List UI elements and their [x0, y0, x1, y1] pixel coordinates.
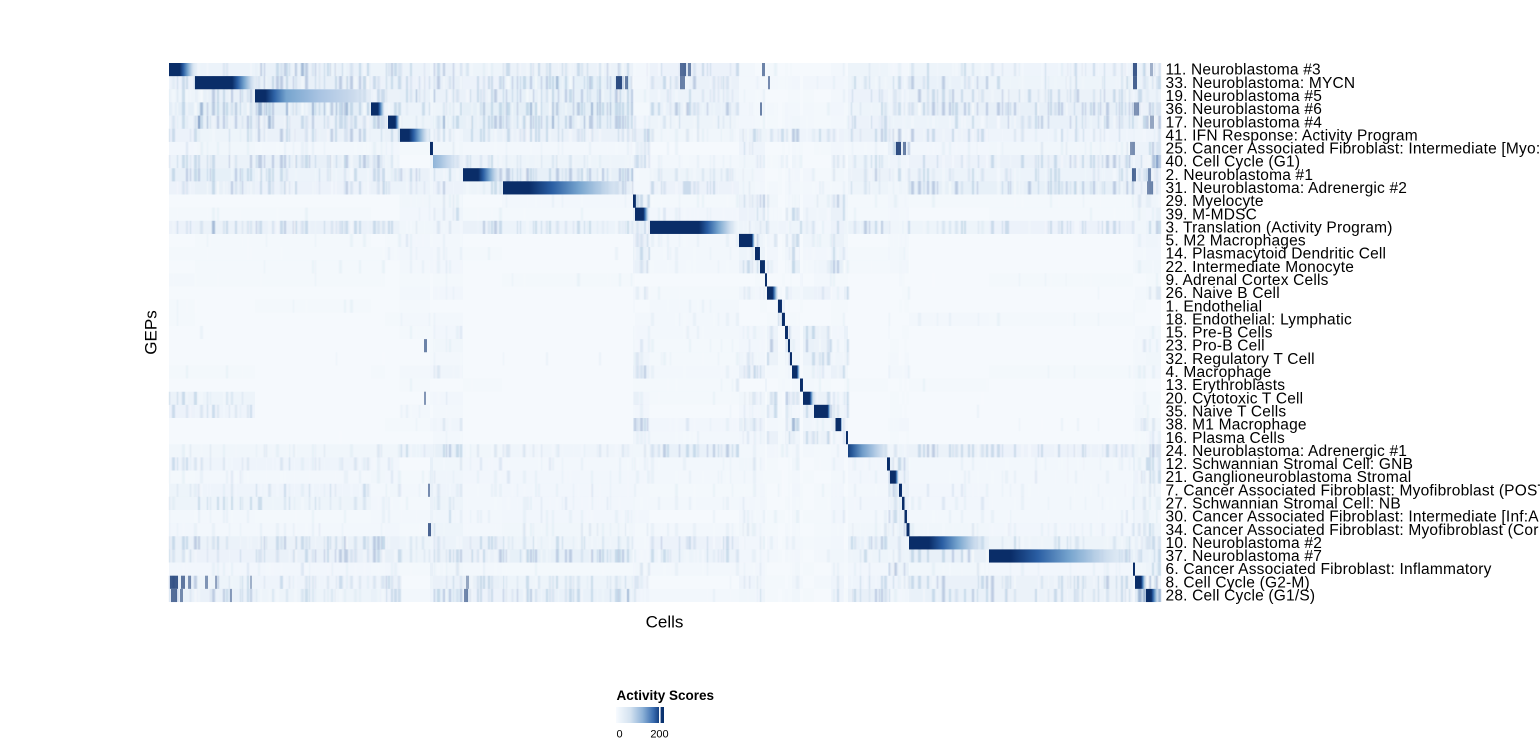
svg-text:2. Neuroblastoma #1: 2. Neuroblastoma #1	[1166, 167, 1314, 184]
svg-text:9. Adrenal Cortex Cells: 9. Adrenal Cortex Cells	[1166, 272, 1329, 289]
svg-text:26. Naive B Cell: 26. Naive B Cell	[1166, 285, 1280, 302]
svg-text:37. Neuroblastoma #7: 37. Neuroblastoma #7	[1166, 548, 1323, 565]
svg-text:38. M1 Macrophage: 38. M1 Macrophage	[1166, 417, 1307, 434]
svg-text:Activity Scores: Activity Scores	[617, 688, 715, 703]
svg-text:39. M-MDSC: 39. M-MDSC	[1166, 206, 1258, 223]
svg-text:18. Endothelial: Lymphatic: 18. Endothelial: Lymphatic	[1166, 312, 1352, 329]
svg-text:32. Regulatory T Cell: 32. Regulatory T Cell	[1166, 351, 1315, 368]
svg-text:3. Translation (Activity Progr: 3. Translation (Activity Program)	[1166, 219, 1393, 236]
svg-text:34. Cancer Associated Fibrobla: 34. Cancer Associated Fibroblast: Myofib…	[1166, 522, 1539, 539]
svg-text:17. Neuroblastoma #4: 17. Neuroblastoma #4	[1166, 114, 1323, 131]
svg-text:27. Schwannian Stromal Cell: N: 27. Schwannian Stromal Cell: NB	[1166, 496, 1401, 513]
svg-text:5. M2 Macrophages: 5. M2 Macrophages	[1166, 233, 1306, 250]
svg-text:13. Erythroblasts: 13. Erythroblasts	[1166, 377, 1286, 394]
svg-text:0: 0	[616, 729, 622, 741]
svg-text:36. Neuroblastoma #6: 36. Neuroblastoma #6	[1166, 101, 1323, 118]
svg-text:12. Schwannian Stromal Cell: G: 12. Schwannian Stromal Cell: GNB	[1166, 456, 1414, 473]
svg-text:19. Neuroblastoma #5: 19. Neuroblastoma #5	[1166, 88, 1323, 105]
svg-text:10. Neuroblastoma #2: 10. Neuroblastoma #2	[1166, 535, 1323, 552]
svg-text:7. Cancer Associated Fibroblas: 7. Cancer Associated Fibroblast: Myofibr…	[1166, 482, 1540, 499]
svg-text:4. Macrophage: 4. Macrophage	[1166, 364, 1272, 381]
svg-text:GEPs: GEPs	[142, 310, 161, 354]
svg-text:200: 200	[650, 729, 668, 741]
svg-text:29. Myelocyte: 29. Myelocyte	[1166, 193, 1264, 210]
svg-text:16. Plasma Cells: 16. Plasma Cells	[1166, 430, 1286, 447]
svg-text:33. Neuroblastoma: MYCN: 33. Neuroblastoma: MYCN	[1166, 75, 1356, 92]
svg-text:14. Plasmacytoid Dendritic Cel: 14. Plasmacytoid Dendritic Cell	[1166, 246, 1387, 263]
svg-text:15. Pre-B Cells: 15. Pre-B Cells	[1166, 325, 1273, 342]
svg-text:31. Neuroblastoma: Adrenergic: 31. Neuroblastoma: Adrenergic #2	[1166, 180, 1408, 197]
svg-text:1. Endothelial: 1. Endothelial	[1166, 298, 1263, 315]
svg-text:23. Pro-B Cell: 23. Pro-B Cell	[1166, 338, 1265, 355]
svg-text:40. Cell Cycle (G1): 40. Cell Cycle (G1)	[1166, 154, 1301, 171]
svg-text:22. Intermediate Monocyte: 22. Intermediate Monocyte	[1166, 259, 1355, 276]
svg-text:Cells: Cells	[646, 613, 684, 632]
svg-text:28. Cell Cycle (G1/S): 28. Cell Cycle (G1/S)	[1166, 588, 1316, 605]
svg-text:6. Cancer Associated Fibroblas: 6. Cancer Associated Fibroblast: Inflamm…	[1166, 561, 1492, 578]
svg-text:25. Cancer Associated Fibrobla: 25. Cancer Associated Fibroblast: Interm…	[1166, 141, 1540, 158]
svg-text:41. IFN Response: Activity Pro: 41. IFN Response: Activity Program	[1166, 127, 1418, 144]
svg-text:30. Cancer Associated Fibrobla: 30. Cancer Associated Fibroblast: Interm…	[1166, 509, 1540, 526]
svg-text:35. Naive T Cells: 35. Naive T Cells	[1166, 404, 1287, 421]
svg-text:11. Neuroblastoma #3: 11. Neuroblastoma #3	[1166, 62, 1321, 79]
svg-text:8. Cell Cycle (G2-M): 8. Cell Cycle (G2-M)	[1166, 574, 1310, 591]
svg-text:20. Cytotoxic T Cell: 20. Cytotoxic T Cell	[1166, 390, 1304, 407]
svg-text:24. Neuroblastoma: Adrenergic: 24. Neuroblastoma: Adrenergic #1	[1166, 443, 1408, 460]
svg-text:21. Ganglioneuroblastoma Strom: 21. Ganglioneuroblastoma Stromal	[1166, 469, 1412, 486]
